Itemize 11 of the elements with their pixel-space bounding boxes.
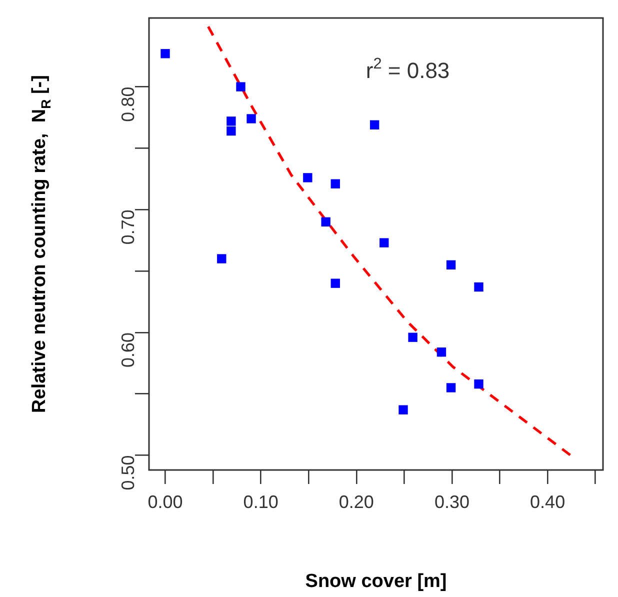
y-tick-label: 0.80: [118, 86, 138, 122]
y-tick-label: 0.50: [118, 455, 138, 490]
y-axis-title: Relative neutron counting rate, NR [-]: [29, 75, 54, 413]
x-tick-label: 0.40: [530, 492, 566, 512]
x-tick-label: 0.10: [243, 492, 278, 512]
y-tick-label: 0.60: [118, 332, 138, 368]
y-tick-label: 0.70: [118, 210, 138, 245]
x-tick-label: 0.30: [434, 492, 470, 512]
x-tick-label: 0.00: [148, 492, 183, 512]
x-tick-label: 0.20: [338, 492, 374, 512]
x-axis-title: Snow cover [m]: [305, 570, 447, 592]
